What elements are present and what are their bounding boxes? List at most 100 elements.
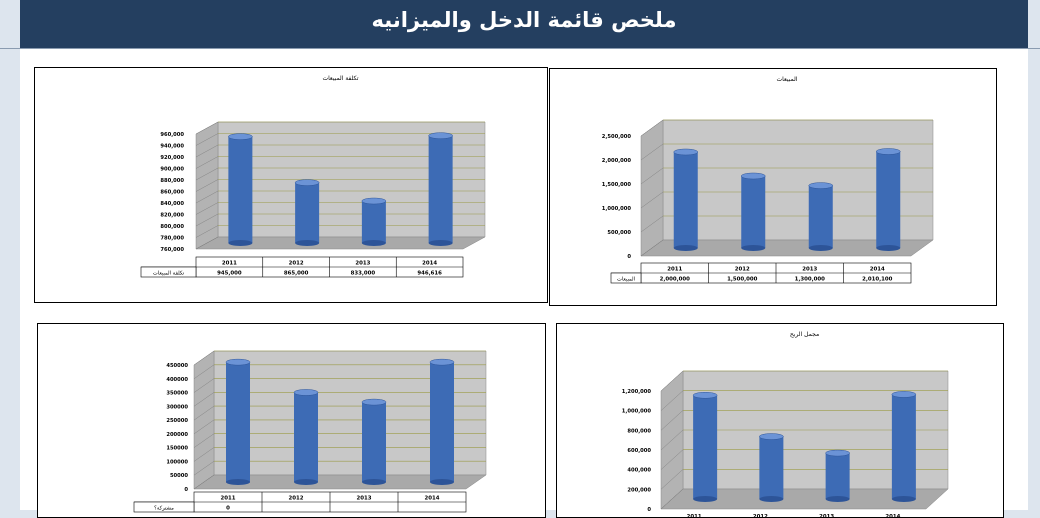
chart-title: المبيعات (777, 76, 798, 83)
y-tick-label: 900,000 (160, 167, 184, 173)
table-series-label: مشتركة؟ (154, 506, 174, 512)
bar-base (428, 240, 453, 246)
table-series-label: تكلفة المبيعات (153, 271, 185, 277)
gridline-side (640, 143, 664, 161)
gridline-side (640, 191, 664, 209)
gridline-side (195, 167, 219, 181)
table-value: 833,000 (351, 271, 376, 277)
gridline-side (193, 364, 215, 379)
bar-base (673, 245, 698, 251)
bar-top (293, 389, 319, 396)
plot-area (640, 119, 934, 257)
gridline-side (660, 390, 684, 411)
bar-top (759, 433, 784, 440)
bar (362, 402, 386, 482)
plot-area (193, 350, 487, 490)
x-tick-label: 2012 (735, 267, 750, 273)
bar-base (825, 496, 850, 502)
y-tick-label: 400,000 (627, 468, 651, 474)
y-tick-label: 800,000 (627, 428, 651, 434)
bar-base (808, 245, 833, 251)
bar-base (891, 496, 916, 502)
gridline-side (660, 488, 684, 510)
bar (294, 392, 318, 482)
y-tick-label: 100000 (166, 459, 188, 465)
x-tick-label: 2012 (289, 261, 304, 267)
bar (759, 436, 784, 499)
page-title: ملخص قائمة الدخل والميزانيه (371, 8, 677, 32)
side-wall (640, 119, 664, 257)
bar-top (294, 179, 320, 186)
x-tick-label: 2011 (222, 261, 237, 267)
bar-top (891, 391, 917, 398)
x-tick-label: 2014 (885, 514, 900, 518)
y-tick-label: 200000 (166, 432, 188, 438)
header-divider (0, 48, 1040, 49)
bar (228, 136, 253, 243)
chart-sales: المبيعات 0 500,000 1,000,000 1,500,000 2,000,… (549, 68, 997, 306)
gridline-side (193, 419, 215, 435)
bar (295, 182, 320, 243)
y-tick-label: 840,000 (160, 201, 184, 207)
gridline-side (660, 370, 684, 392)
y-tick-label: 820,000 (160, 213, 184, 219)
x-tick-label: 2011 (220, 496, 235, 502)
table-value: 946,616 (417, 271, 442, 277)
x-tick-label: 2012 (288, 496, 303, 502)
table-label-cell (610, 272, 642, 284)
chart-cost-of-sales: تكلفة المبيعات 760,000 780,000 800,000 820,0… (34, 67, 548, 303)
y-tick-label: 940,000 (160, 144, 184, 150)
bar (693, 395, 718, 499)
y-tick-label: 800,000 (160, 224, 184, 230)
bar (226, 362, 250, 482)
chart-title: تكلفة المبيعات (322, 75, 358, 82)
gridline-side (193, 433, 215, 448)
y-tick-label: 0 (647, 507, 651, 513)
y-tick-label: 600,000 (627, 448, 651, 454)
gridline-side (193, 474, 215, 490)
bar-base (759, 496, 784, 502)
x-tick-label: 2014 (422, 261, 437, 267)
bar-top (741, 172, 766, 180)
bar (428, 135, 453, 243)
y-tick-label: 920,000 (160, 155, 184, 161)
gridline-side (195, 133, 219, 146)
table-label-cell (140, 266, 197, 278)
table-value: 2,000,000 (660, 277, 691, 283)
y-tick-label: 0 (627, 254, 631, 260)
y-tick-label: 500,000 (607, 230, 631, 236)
table-value: 1,300,000 (795, 277, 826, 283)
y-tick-label: 50000 (170, 473, 188, 479)
bar-base (693, 496, 718, 502)
x-tick-label: 2012 (753, 514, 768, 518)
chart-svg: 0 50000 100000 150000 200000 250000 300000 3500… (133, 350, 487, 513)
gridline-side (660, 469, 684, 490)
table-value: 945,000 (217, 271, 242, 277)
gridline-side (195, 225, 219, 238)
gridline-side (193, 405, 215, 421)
gridline-side (193, 378, 215, 393)
y-tick-label: 960,000 (160, 132, 184, 138)
gridline-side (660, 429, 684, 451)
bar (891, 394, 916, 499)
y-tick-label: 250000 (166, 418, 188, 424)
y-tick-label: 300000 (166, 404, 188, 410)
bar-top (692, 392, 718, 399)
gridline-side (195, 213, 219, 227)
gridline-side (195, 156, 219, 169)
y-tick-label: 2,500,000 (602, 134, 632, 140)
bar-top (825, 449, 850, 457)
table-value: 865,000 (284, 271, 309, 277)
plot-area (660, 370, 949, 510)
table-series-label: المبيعات (617, 277, 635, 283)
gridline-side (640, 239, 664, 257)
plot-area (195, 121, 486, 250)
bar-base (295, 240, 320, 246)
y-tick-label: 780,000 (160, 236, 184, 242)
page-header: ملخص قائمة الدخل والميزانيه (20, 0, 1028, 48)
bar-top (673, 148, 698, 156)
gridline-side (193, 392, 215, 407)
bar-top (228, 133, 253, 140)
y-tick-label: 400000 (166, 377, 188, 383)
gridline-side (660, 410, 684, 431)
